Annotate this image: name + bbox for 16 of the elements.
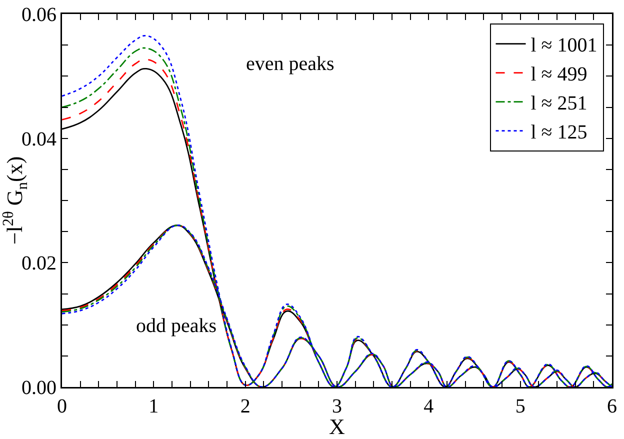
y-tick-label: 0.04: [22, 128, 56, 150]
legend-label: l ≈ 125: [530, 122, 588, 144]
x-tick-label: 0: [57, 396, 67, 418]
y-tick-label: 0.02: [22, 252, 56, 275]
x-tick-label: 5: [515, 396, 526, 418]
legend-label: l ≈ 1001: [530, 34, 598, 57]
legend-label: l ≈ 499: [530, 64, 588, 86]
x-tick-label: 6: [607, 396, 617, 418]
annotation: even peaks: [246, 53, 335, 75]
y-tick-label: 0.00: [22, 377, 56, 399]
annotation: odd peaks: [136, 315, 217, 337]
x-tick-label: 4: [424, 396, 434, 418]
legend-label: l ≈ 251: [530, 92, 588, 115]
x-tick-label: 1: [148, 396, 159, 418]
y-tick-label: 0.06: [22, 4, 56, 26]
x-tick-label: 2: [240, 396, 250, 418]
